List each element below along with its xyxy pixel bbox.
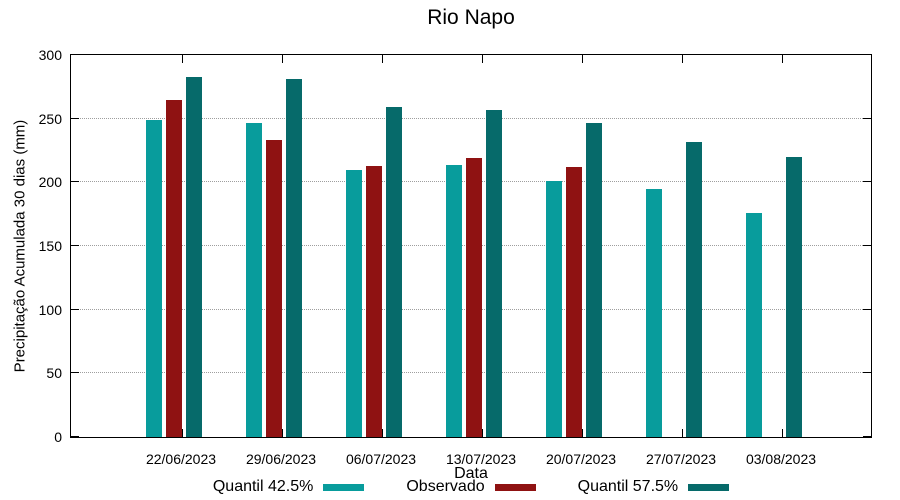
legend-label-0: Quantil 42.5% bbox=[212, 478, 314, 495]
y-tick-mark-right-300 bbox=[863, 54, 871, 55]
bar-quantil-42.5--2 bbox=[346, 169, 362, 437]
y-tick-mark-left-100 bbox=[71, 308, 79, 310]
bar-quantil-42.5--3 bbox=[446, 164, 462, 437]
x-tick-mark-top-2 bbox=[382, 55, 383, 63]
chart-title: Rio Napo bbox=[427, 6, 515, 29]
bar-observado-3 bbox=[466, 158, 482, 437]
x-tick-label-5: 27/07/2023 bbox=[645, 451, 717, 467]
x-tick-mark-bottom-6 bbox=[782, 429, 783, 437]
bar-quantil-42.5--5 bbox=[646, 188, 662, 437]
y-tick-label-0: 0 bbox=[54, 429, 62, 445]
x-tick-label-0: 22/06/2023 bbox=[145, 451, 217, 467]
y-tick-mark-left-50 bbox=[71, 372, 79, 374]
bar-quantil-57.5--1 bbox=[286, 79, 302, 437]
x-tick-mark-top-5 bbox=[682, 55, 683, 63]
x-tick-mark-top-6 bbox=[782, 55, 783, 63]
x-tick-label-2: 06/07/2023 bbox=[345, 451, 417, 467]
legend-item-1: Observado bbox=[406, 478, 536, 496]
x-tick-label-4: 20/07/2023 bbox=[545, 451, 617, 467]
x-tick-mark-bottom-5 bbox=[682, 429, 683, 437]
x-tick-mark-bottom-0 bbox=[182, 429, 183, 437]
legend-swatch-1 bbox=[494, 483, 536, 491]
y-tick-mark-right-200 bbox=[863, 181, 871, 183]
bar-quantil-57.5--5 bbox=[686, 141, 702, 437]
bar-quantil-57.5--3 bbox=[486, 109, 502, 437]
bar-observado-4 bbox=[566, 167, 582, 437]
y-tick-label-250: 250 bbox=[38, 110, 62, 127]
legend-label-1: Observado bbox=[406, 478, 485, 495]
bar-quantil-42.5--4 bbox=[546, 181, 562, 437]
y-tick-mark-right-100 bbox=[863, 308, 871, 310]
x-tick-label-3: 13/07/2023 bbox=[445, 451, 517, 467]
y-tick-label-200: 200 bbox=[38, 174, 62, 191]
legend-item-2: Quantil 57.5% bbox=[578, 478, 730, 496]
y-tick-label-100: 100 bbox=[38, 301, 62, 318]
legend-swatch-0 bbox=[323, 483, 365, 491]
bar-quantil-57.5--6 bbox=[786, 156, 802, 437]
x-tick-label-6: 03/08/2023 bbox=[745, 451, 817, 467]
x-axis-title: Data bbox=[454, 465, 488, 482]
y-tick-label-300: 300 bbox=[38, 47, 62, 63]
y-tick-mark-left-250 bbox=[71, 117, 79, 119]
bar-quantil-42.5--6 bbox=[746, 212, 762, 437]
legend: Quantil 42.5% Observado Quantil 57.5% bbox=[70, 478, 872, 496]
y-tick-mark-right-150 bbox=[863, 245, 871, 246]
x-tick-mark-top-3 bbox=[482, 55, 483, 63]
x-tick-mark-top-4 bbox=[582, 55, 583, 63]
x-tick-mark-bottom-2 bbox=[382, 429, 383, 437]
plot-area bbox=[70, 54, 872, 438]
y-tick-mark-left-300 bbox=[71, 54, 79, 55]
bar-observado-0 bbox=[166, 99, 182, 437]
gridline-250 bbox=[71, 117, 871, 119]
x-tick-mark-top-1 bbox=[282, 55, 283, 63]
y-tick-mark-right-250 bbox=[863, 117, 871, 119]
y-tick-mark-left-200 bbox=[71, 181, 79, 183]
bar-observado-1 bbox=[266, 140, 282, 437]
bar-quantil-57.5--2 bbox=[386, 107, 402, 437]
legend-swatch-2 bbox=[688, 483, 730, 491]
bar-quantil-42.5--0 bbox=[146, 119, 162, 437]
bar-observado-2 bbox=[366, 165, 382, 437]
y-tick-label-150: 150 bbox=[38, 238, 62, 254]
x-tick-mark-top-0 bbox=[182, 55, 183, 63]
bar-quantil-57.5--0 bbox=[186, 76, 202, 437]
x-tick-mark-bottom-1 bbox=[282, 429, 283, 437]
legend-item-0: Quantil 42.5% bbox=[213, 478, 365, 496]
x-tick-label-1: 29/06/2023 bbox=[245, 451, 317, 467]
x-tick-mark-bottom-4 bbox=[582, 429, 583, 437]
legend-label-2: Quantil 57.5% bbox=[577, 478, 679, 495]
x-tick-mark-bottom-3 bbox=[482, 429, 483, 437]
y-tick-mark-left-0 bbox=[71, 436, 79, 437]
y-tick-mark-right-50 bbox=[863, 372, 871, 374]
y-tick-mark-right-0 bbox=[863, 436, 871, 437]
y-tick-mark-left-150 bbox=[71, 245, 79, 246]
bar-quantil-42.5--1 bbox=[246, 122, 262, 437]
y-tick-label-50: 50 bbox=[46, 365, 62, 382]
bar-quantil-57.5--4 bbox=[586, 122, 602, 437]
